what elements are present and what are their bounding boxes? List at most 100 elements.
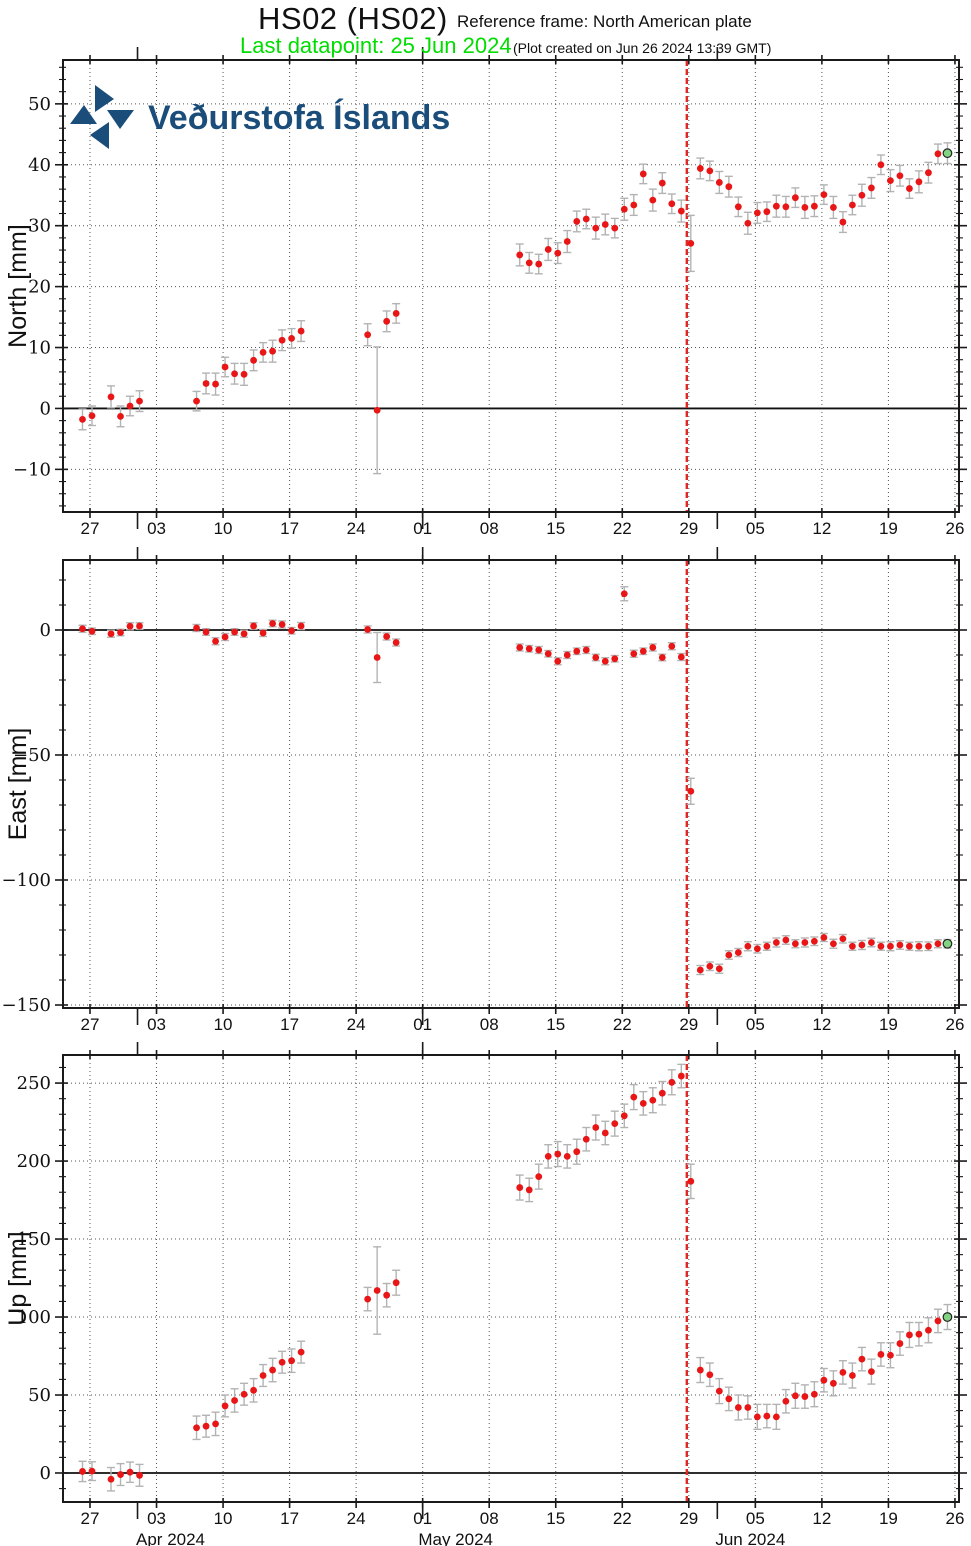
data-point (915, 1330, 923, 1338)
data-point (734, 203, 742, 211)
data-point (193, 624, 200, 632)
data-point (649, 644, 657, 651)
data-point (639, 647, 647, 655)
x-tick-label: 26 (945, 1509, 964, 1528)
data-point (212, 1420, 219, 1428)
data-point (525, 1186, 533, 1194)
y-tick-label: 0 (40, 398, 51, 419)
data-point (706, 962, 714, 970)
data-point (858, 191, 866, 199)
data-point (582, 646, 590, 654)
x-tick-label: 19 (879, 519, 898, 538)
data-point (269, 620, 276, 627)
data-point (601, 657, 609, 665)
data-point (297, 327, 305, 335)
data-point (791, 1392, 799, 1400)
data-point (820, 934, 828, 941)
data-point (868, 1368, 875, 1376)
data-point (649, 1096, 657, 1104)
data-point (601, 221, 609, 228)
data-point (715, 179, 723, 186)
data-point (630, 201, 638, 209)
data-point (696, 966, 704, 974)
data-point (753, 1413, 761, 1421)
x-tick-label: 08 (480, 519, 499, 538)
x-tick-label: 15 (546, 1015, 565, 1034)
y-tick-label: −100 (2, 870, 51, 891)
data-point (630, 650, 638, 658)
data-point (887, 942, 894, 950)
x-tick-label: 22 (613, 519, 632, 538)
x-tick-label: 26 (945, 519, 964, 538)
data-point (782, 1397, 790, 1405)
data-point (297, 622, 305, 630)
data-point (820, 1376, 828, 1384)
y-tick-label: 30 (28, 216, 51, 237)
data-point (858, 1355, 866, 1363)
data-point (288, 334, 296, 342)
x-tick-label: 27 (81, 519, 100, 538)
data-point (630, 1093, 638, 1101)
data-point (868, 184, 875, 192)
data-point (896, 1340, 904, 1347)
data-point (925, 942, 932, 950)
y-tick-label: 150 (17, 1229, 51, 1250)
data-point (877, 942, 885, 950)
data-point (516, 1184, 524, 1191)
data-point (525, 259, 533, 267)
data-point (877, 161, 885, 169)
month-label: Apr 2024 (136, 1530, 205, 1546)
data-point (373, 406, 381, 414)
data-point (753, 945, 761, 953)
y-tick-label: 40 (28, 155, 51, 176)
data-point (715, 965, 723, 973)
data-point (202, 1422, 210, 1430)
y-tick-label: −50 (13, 745, 51, 766)
data-point (925, 169, 932, 177)
x-tick-label: 12 (812, 1015, 831, 1034)
y-tick-label: 100 (17, 1307, 51, 1328)
x-tick-label: 26 (945, 1015, 964, 1034)
data-point (582, 215, 590, 223)
data-point (687, 1177, 695, 1185)
data-point (734, 1404, 742, 1411)
data-point (801, 1393, 809, 1400)
data-point (639, 1099, 647, 1107)
y-tick-label: 250 (17, 1073, 51, 1094)
x-tick-label: 03 (147, 1509, 166, 1528)
last-datapoint-label: Last datapoint: 25 Jun 2024 (240, 33, 512, 58)
x-tick-label: 10 (214, 1015, 233, 1034)
data-point (544, 650, 552, 658)
data-point (259, 348, 267, 356)
plot-created-label: (Plot created on Jun 26 2024 13:39 GMT) (513, 40, 772, 56)
data-point (772, 1413, 780, 1421)
y-tick-label: 200 (17, 1151, 51, 1172)
data-point (544, 1152, 552, 1160)
data-point (278, 1358, 286, 1366)
y-tick-label: 20 (28, 277, 51, 298)
data-point (212, 380, 219, 388)
data-point (649, 196, 657, 204)
page-title: HS02 (HS02) (258, 1, 448, 36)
x-tick-label: 12 (812, 519, 831, 538)
data-point (117, 1471, 124, 1478)
data-point (278, 336, 286, 344)
y-axis-title: Up [mm] (4, 1231, 32, 1325)
last-data-point (942, 148, 953, 159)
data-point (839, 935, 847, 943)
vedurstofa-logo-text: Veðurstofa Íslands (148, 99, 451, 137)
y-tick-label: −10 (13, 459, 51, 480)
data-point (516, 251, 524, 259)
data-point (250, 1386, 257, 1394)
data-point (829, 1379, 837, 1387)
data-point (915, 942, 923, 950)
data-point (212, 637, 219, 645)
data-point (136, 622, 143, 630)
month-label: May 2024 (418, 1530, 493, 1546)
data-point (221, 363, 229, 371)
logo-pinwheel-blade (70, 105, 97, 124)
x-tick-label: 27 (81, 1509, 100, 1528)
data-point (269, 1366, 276, 1374)
